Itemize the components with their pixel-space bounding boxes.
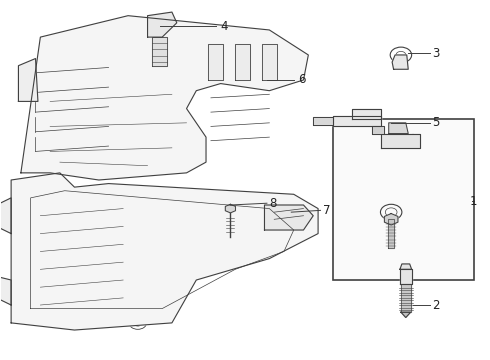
Polygon shape xyxy=(147,12,177,37)
Polygon shape xyxy=(400,269,412,284)
Text: 8: 8 xyxy=(270,197,277,210)
Polygon shape xyxy=(152,37,167,66)
Circle shape xyxy=(31,292,39,297)
Text: 7: 7 xyxy=(323,204,330,217)
Polygon shape xyxy=(313,117,333,125)
Polygon shape xyxy=(401,284,411,312)
Polygon shape xyxy=(265,205,313,230)
Polygon shape xyxy=(21,16,308,180)
Polygon shape xyxy=(392,55,408,69)
Text: 2: 2 xyxy=(433,298,440,311)
Polygon shape xyxy=(19,59,38,102)
Polygon shape xyxy=(385,213,398,225)
Polygon shape xyxy=(0,276,11,305)
Text: 6: 6 xyxy=(298,73,306,86)
Polygon shape xyxy=(381,134,420,148)
Polygon shape xyxy=(400,264,412,269)
Bar xyxy=(333,119,474,280)
Circle shape xyxy=(134,320,142,326)
Polygon shape xyxy=(0,198,11,234)
Polygon shape xyxy=(401,312,411,318)
Polygon shape xyxy=(262,44,277,80)
Text: 1: 1 xyxy=(470,195,478,208)
Polygon shape xyxy=(225,204,236,213)
Text: 3: 3 xyxy=(433,47,440,60)
Polygon shape xyxy=(352,109,381,119)
Circle shape xyxy=(217,249,224,254)
Polygon shape xyxy=(235,44,250,80)
Circle shape xyxy=(36,206,44,211)
Polygon shape xyxy=(11,173,318,330)
Text: 5: 5 xyxy=(433,116,440,129)
Polygon shape xyxy=(388,219,394,248)
Polygon shape xyxy=(389,123,408,134)
Polygon shape xyxy=(372,126,384,134)
Polygon shape xyxy=(208,44,223,80)
Text: 4: 4 xyxy=(220,20,228,33)
Polygon shape xyxy=(333,116,381,126)
